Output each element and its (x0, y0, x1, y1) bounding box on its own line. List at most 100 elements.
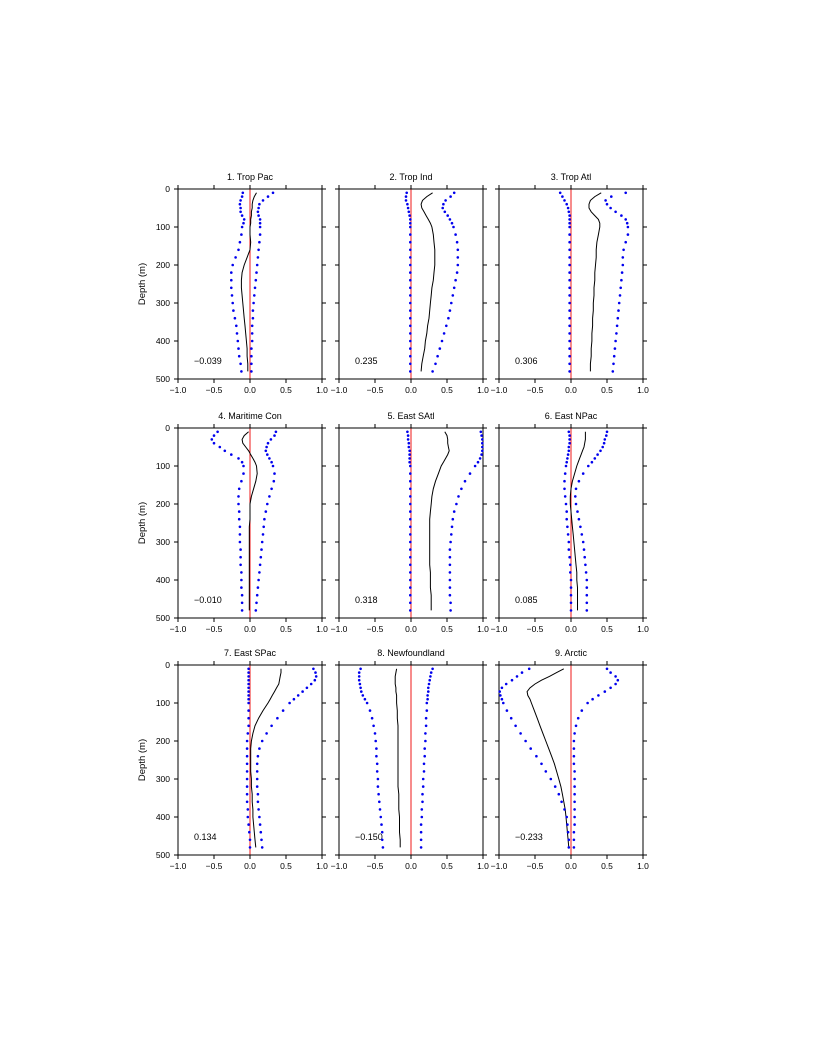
lower-bound-point (409, 221, 412, 225)
lower-bound-point (566, 457, 569, 460)
upper-bound-point (250, 362, 253, 366)
lower-bound-point (238, 533, 242, 536)
correlation-annotation: 0.235 (355, 356, 378, 366)
upper-bound-point (255, 777, 259, 781)
upper-bound-point (258, 225, 262, 229)
upper-bound-point (258, 747, 261, 750)
lower-bound-point (242, 221, 245, 225)
lower-bound-point (409, 487, 412, 491)
lower-bound-point (409, 240, 412, 244)
upper-bound-point (259, 830, 263, 834)
lower-bound-point (359, 686, 362, 690)
upper-bound-point (445, 324, 448, 328)
lower-bound-point (566, 525, 569, 529)
upper-bound-point (256, 800, 260, 804)
upper-bound-point (266, 453, 269, 456)
x-tick-label: 0.0 (565, 385, 577, 395)
upper-bound-point (448, 548, 452, 551)
x-tick-label: −1.0 (170, 385, 187, 395)
y-axis-label: Depth (m) (137, 502, 148, 544)
y-tick-label: 300 (156, 537, 170, 547)
upper-bound-point (257, 578, 260, 582)
upper-bound-point (455, 271, 459, 274)
lower-bound-point (565, 517, 568, 521)
lower-bound-point (405, 191, 409, 195)
upper-bound-series (250, 191, 275, 373)
upper-bound-point (476, 460, 480, 464)
upper-bound-point (620, 278, 623, 282)
upper-bound-point (450, 301, 453, 305)
lower-bound-point (409, 218, 412, 221)
lower-bound-point (563, 808, 566, 811)
upper-bound-point (572, 762, 576, 766)
x-tick-label: −0.5 (527, 861, 544, 871)
upper-bound-point (263, 517, 266, 521)
upper-bound-point (427, 690, 430, 693)
upper-bound-point (434, 362, 437, 366)
panel-9: 9. Arctic −1.0 −0.5 0.0 0.5 1.0 −0.233 (491, 648, 650, 871)
x-tick-label: 0.5 (601, 861, 613, 871)
lower-bound-point (409, 301, 412, 305)
lower-bound-point (239, 210, 242, 214)
lower-bound-series (357, 667, 385, 849)
upper-bound-point (449, 195, 452, 198)
lower-bound-point (406, 202, 409, 206)
upper-bound-point (256, 586, 260, 589)
y-tick-label: 300 (156, 774, 170, 784)
upper-bound-point (480, 453, 483, 456)
lower-bound-point (363, 697, 367, 701)
x-tick-label: 1.0 (477, 624, 489, 634)
upper-bound-series (572, 667, 620, 849)
upper-bound-point (572, 739, 576, 743)
lower-bound-point (564, 464, 568, 468)
lower-bound-point (409, 540, 412, 544)
y-tick-label: 200 (156, 736, 170, 746)
upper-bound-point (449, 601, 452, 605)
upper-bound-point (473, 464, 477, 468)
upper-bound-point (596, 453, 599, 456)
upper-bound-point (312, 667, 315, 671)
x-tick-label: −1.0 (491, 861, 508, 871)
upper-bound-point (612, 354, 616, 358)
lower-bound-point (376, 785, 380, 788)
lower-bound-point (247, 690, 250, 693)
lower-bound-point (558, 191, 562, 195)
x-tick-label: 1.0 (316, 861, 328, 871)
lower-bound-point (365, 701, 369, 705)
x-tick-label: −0.5 (527, 624, 544, 634)
lower-bound-point (499, 694, 502, 697)
upper-bound-point (579, 525, 582, 529)
lower-bound-point (502, 701, 505, 705)
lower-bound-point (409, 316, 412, 320)
panel-title: 5. East SAtl (387, 411, 434, 421)
lower-bound-point (409, 586, 412, 589)
y-tick-label: 200 (156, 260, 170, 270)
lower-bound-point (407, 210, 411, 214)
lower-bound-point (407, 441, 411, 445)
upper-bound-point (609, 686, 612, 690)
upper-bound-point (314, 671, 317, 674)
upper-bound-point (610, 195, 613, 198)
lower-bound-point (568, 286, 571, 290)
upper-bound-point (421, 792, 424, 796)
upper-bound-point (438, 347, 442, 350)
upper-bound-point (450, 533, 453, 536)
mean-profile-line (250, 668, 282, 848)
x-tick-label: 0.0 (405, 385, 417, 395)
panel-8: 8. Newfoundland −1.0 −0.5 0.0 0.5 1.0 −0.150 (331, 648, 490, 871)
lower-bound-point (409, 609, 412, 612)
upper-bound-point (440, 339, 444, 343)
lower-bound-point (357, 671, 361, 674)
lower-bound-point (568, 248, 571, 252)
upper-bound-point (252, 301, 255, 305)
upper-bound-point (602, 441, 606, 445)
upper-bound-point (451, 294, 455, 297)
lower-bound-point (242, 464, 245, 468)
lower-bound-point (237, 502, 240, 506)
upper-bound-point (251, 309, 255, 312)
lower-bound-point (210, 438, 214, 441)
upper-bound-point (573, 777, 576, 781)
lower-bound-point (368, 709, 372, 712)
upper-bound-point (620, 271, 624, 274)
upper-bound-point (431, 370, 434, 373)
